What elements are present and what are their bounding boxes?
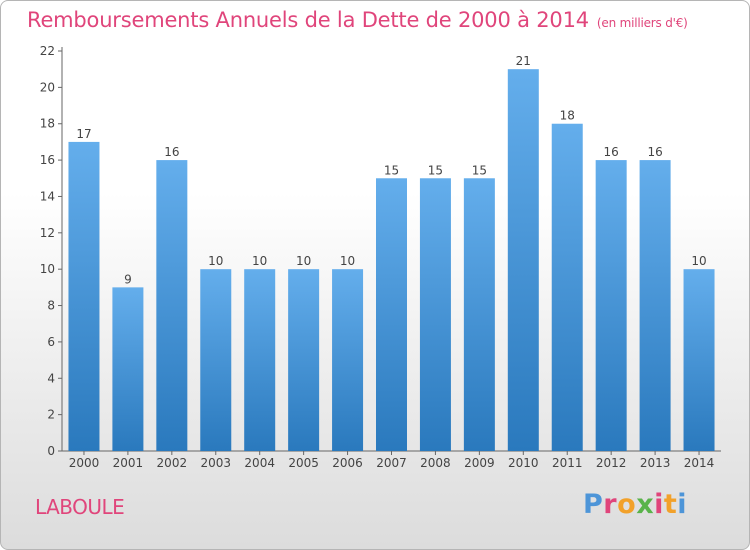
bar bbox=[463, 178, 495, 452]
x-tick-label: 2010 bbox=[508, 456, 539, 470]
x-tick-label: 2001 bbox=[113, 456, 144, 470]
x-tick-label: 2004 bbox=[244, 456, 275, 470]
bar bbox=[200, 269, 232, 451]
bar bbox=[156, 160, 188, 451]
data-label: 16 bbox=[604, 145, 619, 159]
data-label: 21 bbox=[516, 54, 531, 68]
y-tick-label: 18 bbox=[40, 117, 55, 131]
bar bbox=[551, 123, 583, 452]
logo-letter: x bbox=[636, 489, 655, 520]
data-label: 15 bbox=[472, 163, 487, 177]
data-label: 18 bbox=[560, 109, 575, 123]
bar bbox=[244, 269, 276, 451]
bar bbox=[507, 69, 539, 451]
y-tick-label: 6 bbox=[47, 335, 55, 349]
bar bbox=[595, 160, 627, 451]
data-label: 10 bbox=[340, 254, 355, 268]
data-label: 17 bbox=[76, 127, 91, 141]
x-tick-label: 2003 bbox=[200, 456, 231, 470]
bar bbox=[288, 269, 320, 451]
logo-letter: o bbox=[617, 489, 637, 520]
y-tick-label: 22 bbox=[40, 44, 55, 58]
data-label: 10 bbox=[252, 254, 267, 268]
y-tick-label: 8 bbox=[47, 299, 55, 313]
proxiti-logo: Proxiti bbox=[583, 489, 687, 520]
data-label: 9 bbox=[124, 272, 132, 286]
x-tick-label: 2012 bbox=[596, 456, 627, 470]
logo-letter: P bbox=[583, 489, 604, 520]
logo-letter: i bbox=[677, 489, 688, 520]
x-tick-label: 2002 bbox=[157, 456, 188, 470]
logo-letter: t bbox=[663, 489, 678, 520]
y-tick-label: 16 bbox=[40, 153, 55, 167]
x-tick-label: 2006 bbox=[332, 456, 363, 470]
y-tick-label: 0 bbox=[47, 444, 55, 458]
chart-unit: (en milliers d'€) bbox=[596, 16, 688, 30]
bar bbox=[419, 178, 451, 452]
y-tick-label: 10 bbox=[40, 262, 55, 276]
data-label: 16 bbox=[647, 145, 662, 159]
bar bbox=[332, 269, 364, 451]
data-label: 16 bbox=[164, 145, 179, 159]
logo-letter: r bbox=[603, 489, 618, 520]
y-tick-label: 20 bbox=[40, 80, 55, 94]
bar bbox=[376, 178, 407, 452]
x-tick-label: 2011 bbox=[552, 456, 583, 470]
data-label: 10 bbox=[296, 254, 311, 268]
x-tick-label: 2009 bbox=[464, 456, 495, 470]
y-tick-label: 2 bbox=[47, 408, 55, 422]
bar bbox=[639, 160, 671, 451]
x-tick-label: 2014 bbox=[684, 456, 715, 470]
x-tick-label: 2000 bbox=[69, 456, 100, 470]
y-tick-label: 14 bbox=[40, 189, 55, 203]
bar bbox=[68, 141, 100, 451]
bar bbox=[683, 269, 715, 451]
x-tick-label: 2008 bbox=[420, 456, 451, 470]
data-label: 10 bbox=[208, 254, 223, 268]
x-tick-label: 2013 bbox=[640, 456, 671, 470]
x-tick-label: 2005 bbox=[288, 456, 319, 470]
y-tick-label: 12 bbox=[40, 226, 55, 240]
bar bbox=[112, 287, 144, 451]
logo-letter: i bbox=[654, 489, 664, 520]
x-tick-label: 2007 bbox=[376, 456, 407, 470]
chart-title: Remboursements Annuels de la Dette de 20… bbox=[27, 8, 688, 32]
y-tick-label: 4 bbox=[47, 371, 55, 385]
commune-name: LABOULE bbox=[35, 495, 125, 519]
chart-title-text: Remboursements Annuels de la Dette de 20… bbox=[27, 8, 589, 32]
data-label: 10 bbox=[691, 254, 706, 268]
data-label: 15 bbox=[428, 163, 443, 177]
data-label: 15 bbox=[384, 163, 399, 177]
